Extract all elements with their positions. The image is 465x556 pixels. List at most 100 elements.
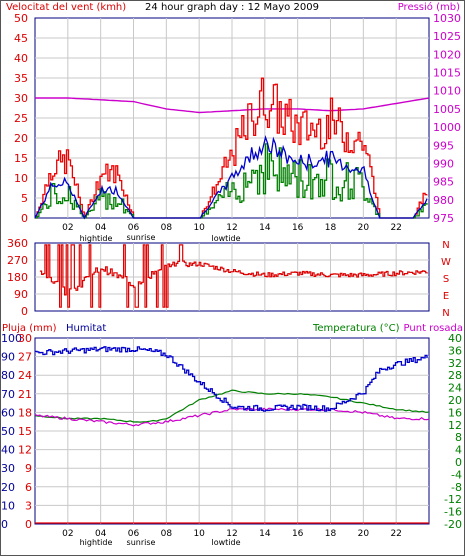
humidity-y-tick-label: 60 <box>1 406 15 419</box>
temperature-axis-title: Temperatura (°C) <box>312 323 400 334</box>
dewpoint-axis-title: Punt rosada <box>404 323 463 334</box>
pressure-y-tick-label: 995 <box>433 139 454 152</box>
top-x-axis: 02 04 06 08 10 12 14 16 18 20 22 <box>62 223 402 233</box>
humidity-y-tick-label: 30 <box>1 462 15 475</box>
pressure-y-axis: 975 980 985 990 995 1000 1005 1010 1015 1020 1025 1… <box>433 12 461 225</box>
sunrise-annotation-bottom: sunrise <box>127 538 156 547</box>
bottom-grid <box>35 338 429 524</box>
rain-y-tick-label: 9 <box>25 462 32 475</box>
pressure-y-tick-label: 980 <box>433 194 454 207</box>
x-tick-label-12: 12 <box>226 223 237 233</box>
humidity-y-tick-label: 70 <box>1 388 15 401</box>
x-tick-label-04: 04 <box>95 529 107 539</box>
temperature-y-tick-label: 40 <box>448 332 462 345</box>
rain-y-tick-label: 21 <box>18 388 32 401</box>
temperature-y-tick-label: 28 <box>448 369 462 382</box>
wind-y-tick-label: 30 <box>14 92 28 105</box>
wind-y-tick-label: 40 <box>14 52 28 65</box>
temperature-y-tick-label: 8 <box>455 431 462 444</box>
x-tick-label-18: 18 <box>325 223 337 233</box>
humidity-line <box>35 346 428 412</box>
rain-y-tick-label: 18 <box>18 406 32 419</box>
temperature-y-tick-label: -16 <box>444 506 462 519</box>
direction-y-tick-label: 90 <box>14 288 28 301</box>
mid-series <box>39 244 428 308</box>
x-tick-label-14: 14 <box>259 223 271 233</box>
temperature-y-tick-label: 4 <box>455 444 462 457</box>
wind-y-tick-label: 50 <box>14 12 28 25</box>
compass-label-n-top: N <box>442 240 449 251</box>
bottom-x-axis: 02 04 06 08 10 12 14 16 18 20 22 <box>62 529 402 539</box>
pressure-axis-title: Pressió (mb) <box>398 1 460 13</box>
x-tick-label-16: 16 <box>292 223 304 233</box>
rain-y-tick-label: 15 <box>18 425 32 438</box>
humidity-y-tick-label: 90 <box>1 351 15 364</box>
rain-y-tick-label: 6 <box>25 481 32 494</box>
direction-y-tick-label: 180 <box>7 271 28 284</box>
temperature-y-tick-label: 32 <box>448 357 462 370</box>
rain-y-tick-label: 24 <box>18 369 32 382</box>
rain-y-tick-label: 30 <box>18 332 32 345</box>
pressure-line <box>35 97 430 114</box>
x-tick-label-10: 10 <box>193 529 205 539</box>
wind-gust-line <box>35 77 428 219</box>
lowtide-annotation-bottom: lowtide <box>211 538 240 547</box>
wind-y-tick-label: 35 <box>14 72 28 85</box>
wind-y-tick-label: 20 <box>14 132 28 145</box>
humidity-temperature-chart: Pluja (mm) Humitat Temperatura (°C) Punt… <box>1 323 463 547</box>
bottom-series <box>34 346 430 524</box>
wind-axis-title: Velocitat del vent (kmh) <box>6 2 126 13</box>
x-tick-label-14: 14 <box>259 529 271 539</box>
x-tick-label-06: 06 <box>128 529 140 539</box>
direction-y-tick-label: 270 <box>7 254 28 267</box>
temperature-y-tick-label: -8 <box>451 481 462 494</box>
x-tick-label-02: 02 <box>62 529 73 539</box>
compass-label-w: W <box>441 257 451 268</box>
humidity-y-tick-label: 20 <box>1 481 15 494</box>
wind-speed-line <box>35 143 428 219</box>
wind-y-tick-label: 5 <box>21 192 28 205</box>
humidity-y-tick-label: 80 <box>1 369 15 382</box>
temperature-y-tick-label: 0 <box>455 456 462 469</box>
humidity-y-tick-label: 10 <box>1 499 15 512</box>
pressure-y-tick-label: 1030 <box>433 12 461 25</box>
pressure-y-tick-label: 1000 <box>433 121 461 134</box>
wind-y-tick-label: 25 <box>14 112 28 125</box>
x-tick-label-16: 16 <box>292 529 304 539</box>
pressure-y-tick-label: 975 <box>433 212 454 225</box>
bottom-annotations: hightide sunrise lowtide <box>80 538 241 547</box>
rain-y-tick-label: 0 <box>25 518 32 531</box>
x-tick-label-02: 02 <box>62 223 73 233</box>
humidity-y-tick-label: 0 <box>1 518 8 531</box>
wind-pressure-chart: Velocitat del vent (kmh) 24 hour graph d… <box>6 1 461 243</box>
top-grid <box>35 18 429 218</box>
pressure-y-tick-label: 1015 <box>433 67 461 80</box>
direction-line <box>39 244 428 308</box>
x-tick-label-04: 04 <box>95 223 107 233</box>
x-tick-label-22: 22 <box>390 529 401 539</box>
compass-label-s: S <box>443 274 449 285</box>
temperature-y-tick-label: -20 <box>444 518 462 531</box>
direction-y-tick-label: 0 <box>21 305 28 318</box>
wind-y-tick-label: 45 <box>14 32 28 45</box>
rain-axis-title: Pluja (mm) <box>2 323 57 334</box>
pressure-y-tick-label: 985 <box>433 176 454 189</box>
wind-y-tick-label: 10 <box>14 172 28 185</box>
rain-y-axis: 0 3 6 9 12 15 18 21 24 27 30 <box>18 332 32 531</box>
lowtide-annotation: lowtide <box>211 234 240 243</box>
x-tick-label-12: 12 <box>226 529 237 539</box>
humidity-y-tick-label: 50 <box>1 425 15 438</box>
wind-y-tick-label: 0 <box>21 212 28 225</box>
direction-y-tick-label: 360 <box>7 237 28 250</box>
temperature-y-tick-label: 36 <box>448 344 462 357</box>
wind-direction-chart: 0 90 180 270 360 N W S E N <box>7 237 451 319</box>
humidity-y-tick-label: 100 <box>1 332 22 345</box>
temperature-y-tick-label: -12 <box>444 493 462 506</box>
temperature-y-tick-label: 12 <box>448 419 462 432</box>
temperature-y-tick-label: 24 <box>448 382 462 395</box>
wind-y-axis: 0 5 10 15 20 25 30 35 40 45 50 <box>14 12 28 225</box>
pressure-y-tick-label: 1010 <box>433 85 461 98</box>
